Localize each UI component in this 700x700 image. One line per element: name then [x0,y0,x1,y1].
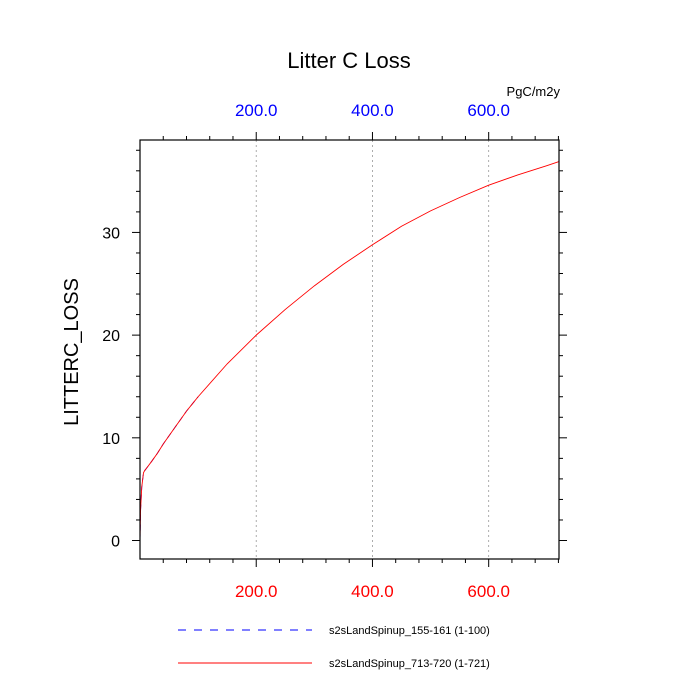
y-tick-label: 20 [102,328,120,345]
series-layer [139,161,560,541]
series-line-0 [139,396,199,541]
y-tick-label: 30 [102,225,120,242]
x-tick-label-bottom: 200.0 [235,582,278,601]
legend-label-0: s2sLandSpinup_155-161 (1-100) [329,625,490,637]
x-tick-label-bottom: 600.0 [467,582,510,601]
axis-ticks [132,132,567,567]
chart-title: Litter C Loss [287,48,411,73]
y-axis-label: LITTERC_LOSS [61,278,83,426]
legend: s2sLandSpinup_155-161 (1-100) s2sLandSpin… [178,625,490,670]
plot-frame [139,139,560,560]
series-line-1 [139,161,560,541]
grid-lines [255,140,490,559]
units-label: PgC/m2y [507,84,561,99]
x-tick-label-top: 400.0 [351,101,394,120]
x-tick-label-top: 200.0 [235,101,278,120]
x-tick-label-top: 600.0 [467,101,510,120]
x-tick-label-bottom: 400.0 [351,582,394,601]
legend-label-1: s2sLandSpinup_713-720 (1-721) [329,658,490,670]
y-tick-label: 10 [102,431,120,448]
y-tick-label: 0 [111,534,120,551]
axis-tick-labels: 0 10 20 30 200.0 400.0 600.0 200.0 400.0 600.0 [102,101,510,601]
